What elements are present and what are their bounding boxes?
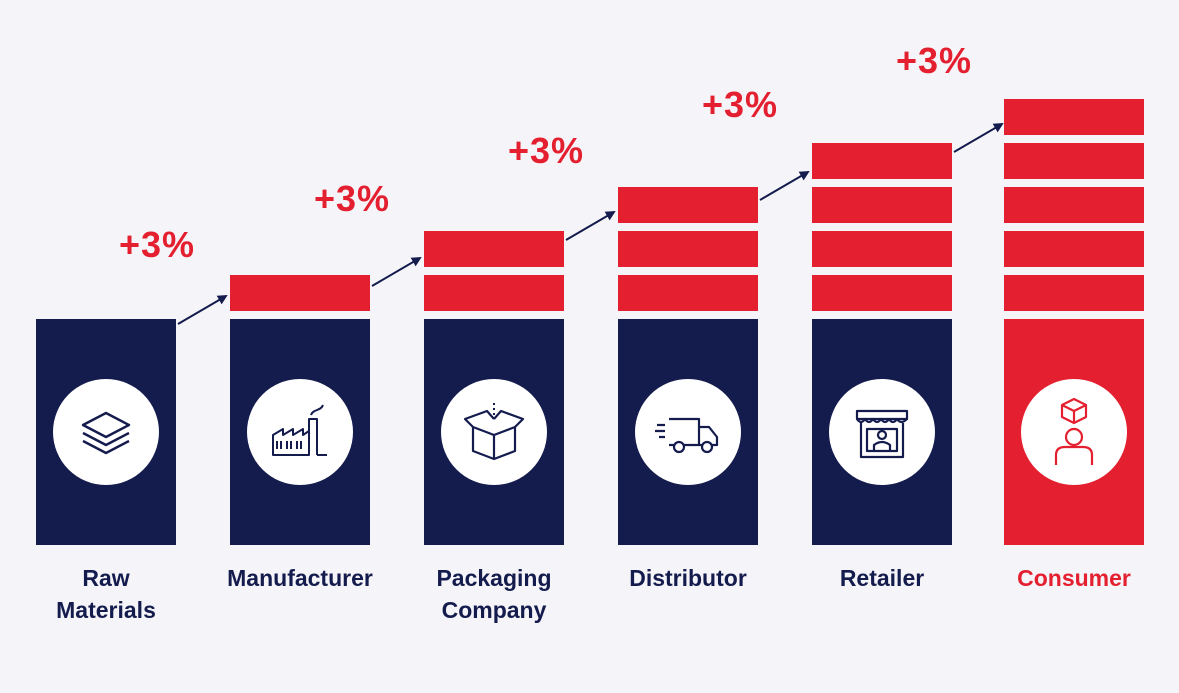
markup-block	[230, 275, 370, 311]
increment-raw-materials: +3%	[118, 224, 196, 265]
increment-distributor: +3%	[701, 84, 779, 125]
arrow-retailer-to-consumer	[953, 122, 1004, 153]
icon-circle	[441, 379, 547, 485]
stage-bar-packaging-company	[424, 319, 564, 545]
factory-icon	[272, 404, 327, 456]
label-packaging-company: Packaging Company	[436, 565, 552, 623]
stage-bar-manufacturer	[230, 319, 370, 545]
label-distributor: Distributor	[629, 565, 747, 591]
stage-bar-distributor	[618, 319, 758, 545]
markup-block	[618, 231, 758, 267]
markup-block	[424, 231, 564, 267]
increment-retailer: +3%	[895, 40, 973, 81]
icon-circle	[635, 379, 741, 485]
markup-block	[812, 187, 952, 223]
stage-bar-consumer	[1004, 319, 1144, 545]
markup-block	[812, 275, 952, 311]
markup-block	[618, 187, 758, 223]
open-box-icon	[463, 403, 525, 461]
delivery-truck-icon	[655, 417, 719, 454]
arrow-packaging-to-distributor	[565, 210, 616, 241]
markup-block	[1004, 187, 1144, 223]
storefront-icon	[855, 409, 909, 459]
layers-icon	[81, 411, 131, 455]
markup-block	[1004, 275, 1144, 311]
label-consumer: Consumer	[1017, 565, 1131, 591]
icon-circle	[247, 379, 353, 485]
markup-block	[1004, 143, 1144, 179]
consumer-icon	[1054, 397, 1094, 465]
markup-block	[812, 143, 952, 179]
markup-block	[424, 275, 564, 311]
icon-circle	[829, 379, 935, 485]
markup-block	[1004, 231, 1144, 267]
label-retailer: Retailer	[839, 565, 925, 591]
markup-block	[1004, 99, 1144, 135]
icon-circle	[1021, 379, 1127, 485]
increment-manufacturer: +3%	[313, 178, 391, 219]
markup-block	[812, 231, 952, 267]
arrow-raw-to-manufacturer	[177, 294, 228, 325]
arrow-distributor-to-retailer	[759, 170, 810, 201]
stage-bar-retailer	[812, 319, 952, 545]
arrow-manufacturer-to-packaging	[371, 256, 422, 287]
label-manufacturer: Manufacturer	[227, 565, 373, 591]
markup-block	[618, 275, 758, 311]
increment-packaging-company: +3%	[507, 130, 585, 171]
icon-circle	[53, 379, 159, 485]
stage-bar-raw-materials	[36, 319, 176, 545]
label-raw-materials: Raw Materials	[56, 565, 156, 623]
